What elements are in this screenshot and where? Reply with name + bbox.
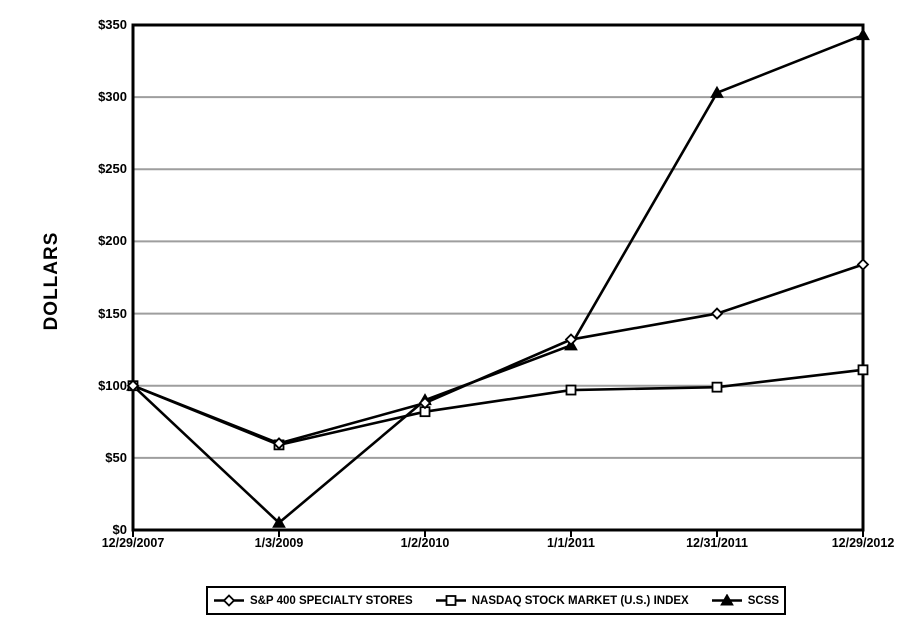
- x-tick-label: 1/1/2011: [547, 536, 595, 550]
- x-tick-label: 12/31/2011: [686, 536, 748, 550]
- diamond-open-legend-marker-icon: [213, 594, 244, 607]
- legend-item-label: NASDAQ STOCK MARKET (U.S.) INDEX: [471, 594, 689, 607]
- series-markers-s-p-400-specialty-stores: [126, 258, 870, 450]
- line-path: [132, 263, 864, 445]
- triangle-marker-icon: [856, 28, 870, 41]
- diamond-marker-icon: [126, 379, 140, 392]
- triangle-marker-icon: [272, 515, 286, 528]
- series-markers-scss: [126, 28, 870, 528]
- x-tick-label: 12/29/2012: [831, 536, 895, 550]
- square-marker-icon: [711, 381, 723, 393]
- triangle-filled-legend-marker-icon: [711, 594, 742, 606]
- triangle-marker-icon: [710, 85, 724, 98]
- legend-item-nasdaq-stock-market-u-s-index: NASDAQ STOCK MARKET (U.S.) INDEX: [435, 594, 689, 607]
- y-tick-label: $100: [98, 377, 127, 393]
- y-tick-label: $200: [98, 233, 127, 249]
- square-open-legend-marker-icon: [435, 595, 466, 606]
- line-path: [132, 368, 864, 447]
- y-tick-label: $150: [98, 305, 127, 321]
- y-tick-label: $250: [98, 161, 127, 177]
- series-line-scss: [132, 33, 864, 525]
- square-marker-icon: [565, 384, 577, 396]
- legend-item-label: S&P 400 SPECIALTY STORES: [249, 594, 413, 607]
- plot-border: [131, 23, 865, 532]
- diamond-marker-icon: [272, 437, 286, 450]
- series-markers-nasdaq-stock-market-u-s-index: [127, 364, 869, 451]
- legend: S&P 400 SPECIALTY STORES NASDAQ STOCK MAR…: [206, 586, 786, 615]
- series-line-nasdaq-stock-market-u-s-index: [132, 368, 864, 447]
- diamond-marker-icon: [564, 333, 578, 346]
- x-tick-label: 12/29/2007: [101, 536, 165, 550]
- legend-item-scss: SCSS: [711, 594, 779, 607]
- y-tick-label: $0: [112, 522, 127, 537]
- y-tick-label: $50: [105, 449, 127, 465]
- x-axis-tick-marks: [132, 530, 864, 537]
- diamond-marker-icon: [418, 396, 432, 410]
- diamond-marker-icon: [856, 258, 870, 271]
- square-marker-icon: [857, 364, 869, 376]
- triangle-marker-icon: [719, 594, 734, 606]
- series-line-s-p-400-specialty-stores: [132, 263, 864, 445]
- x-tick-label: 1/2/2010: [400, 536, 450, 550]
- legend-item-label: SCSS: [747, 594, 780, 607]
- line-path: [132, 33, 864, 525]
- legend-item-s-p-400-specialty-stores: S&P 400 SPECIALTY STORES: [213, 594, 413, 607]
- diamond-marker-icon: [710, 307, 724, 320]
- square-marker-icon: [445, 595, 457, 606]
- x-tick-label: 1/3/2009: [254, 536, 304, 550]
- y-tick-label: $350: [98, 17, 127, 32]
- y-tick-label: $300: [98, 89, 127, 105]
- gridlines: [133, 96, 863, 459]
- diamond-marker-icon: [222, 594, 236, 607]
